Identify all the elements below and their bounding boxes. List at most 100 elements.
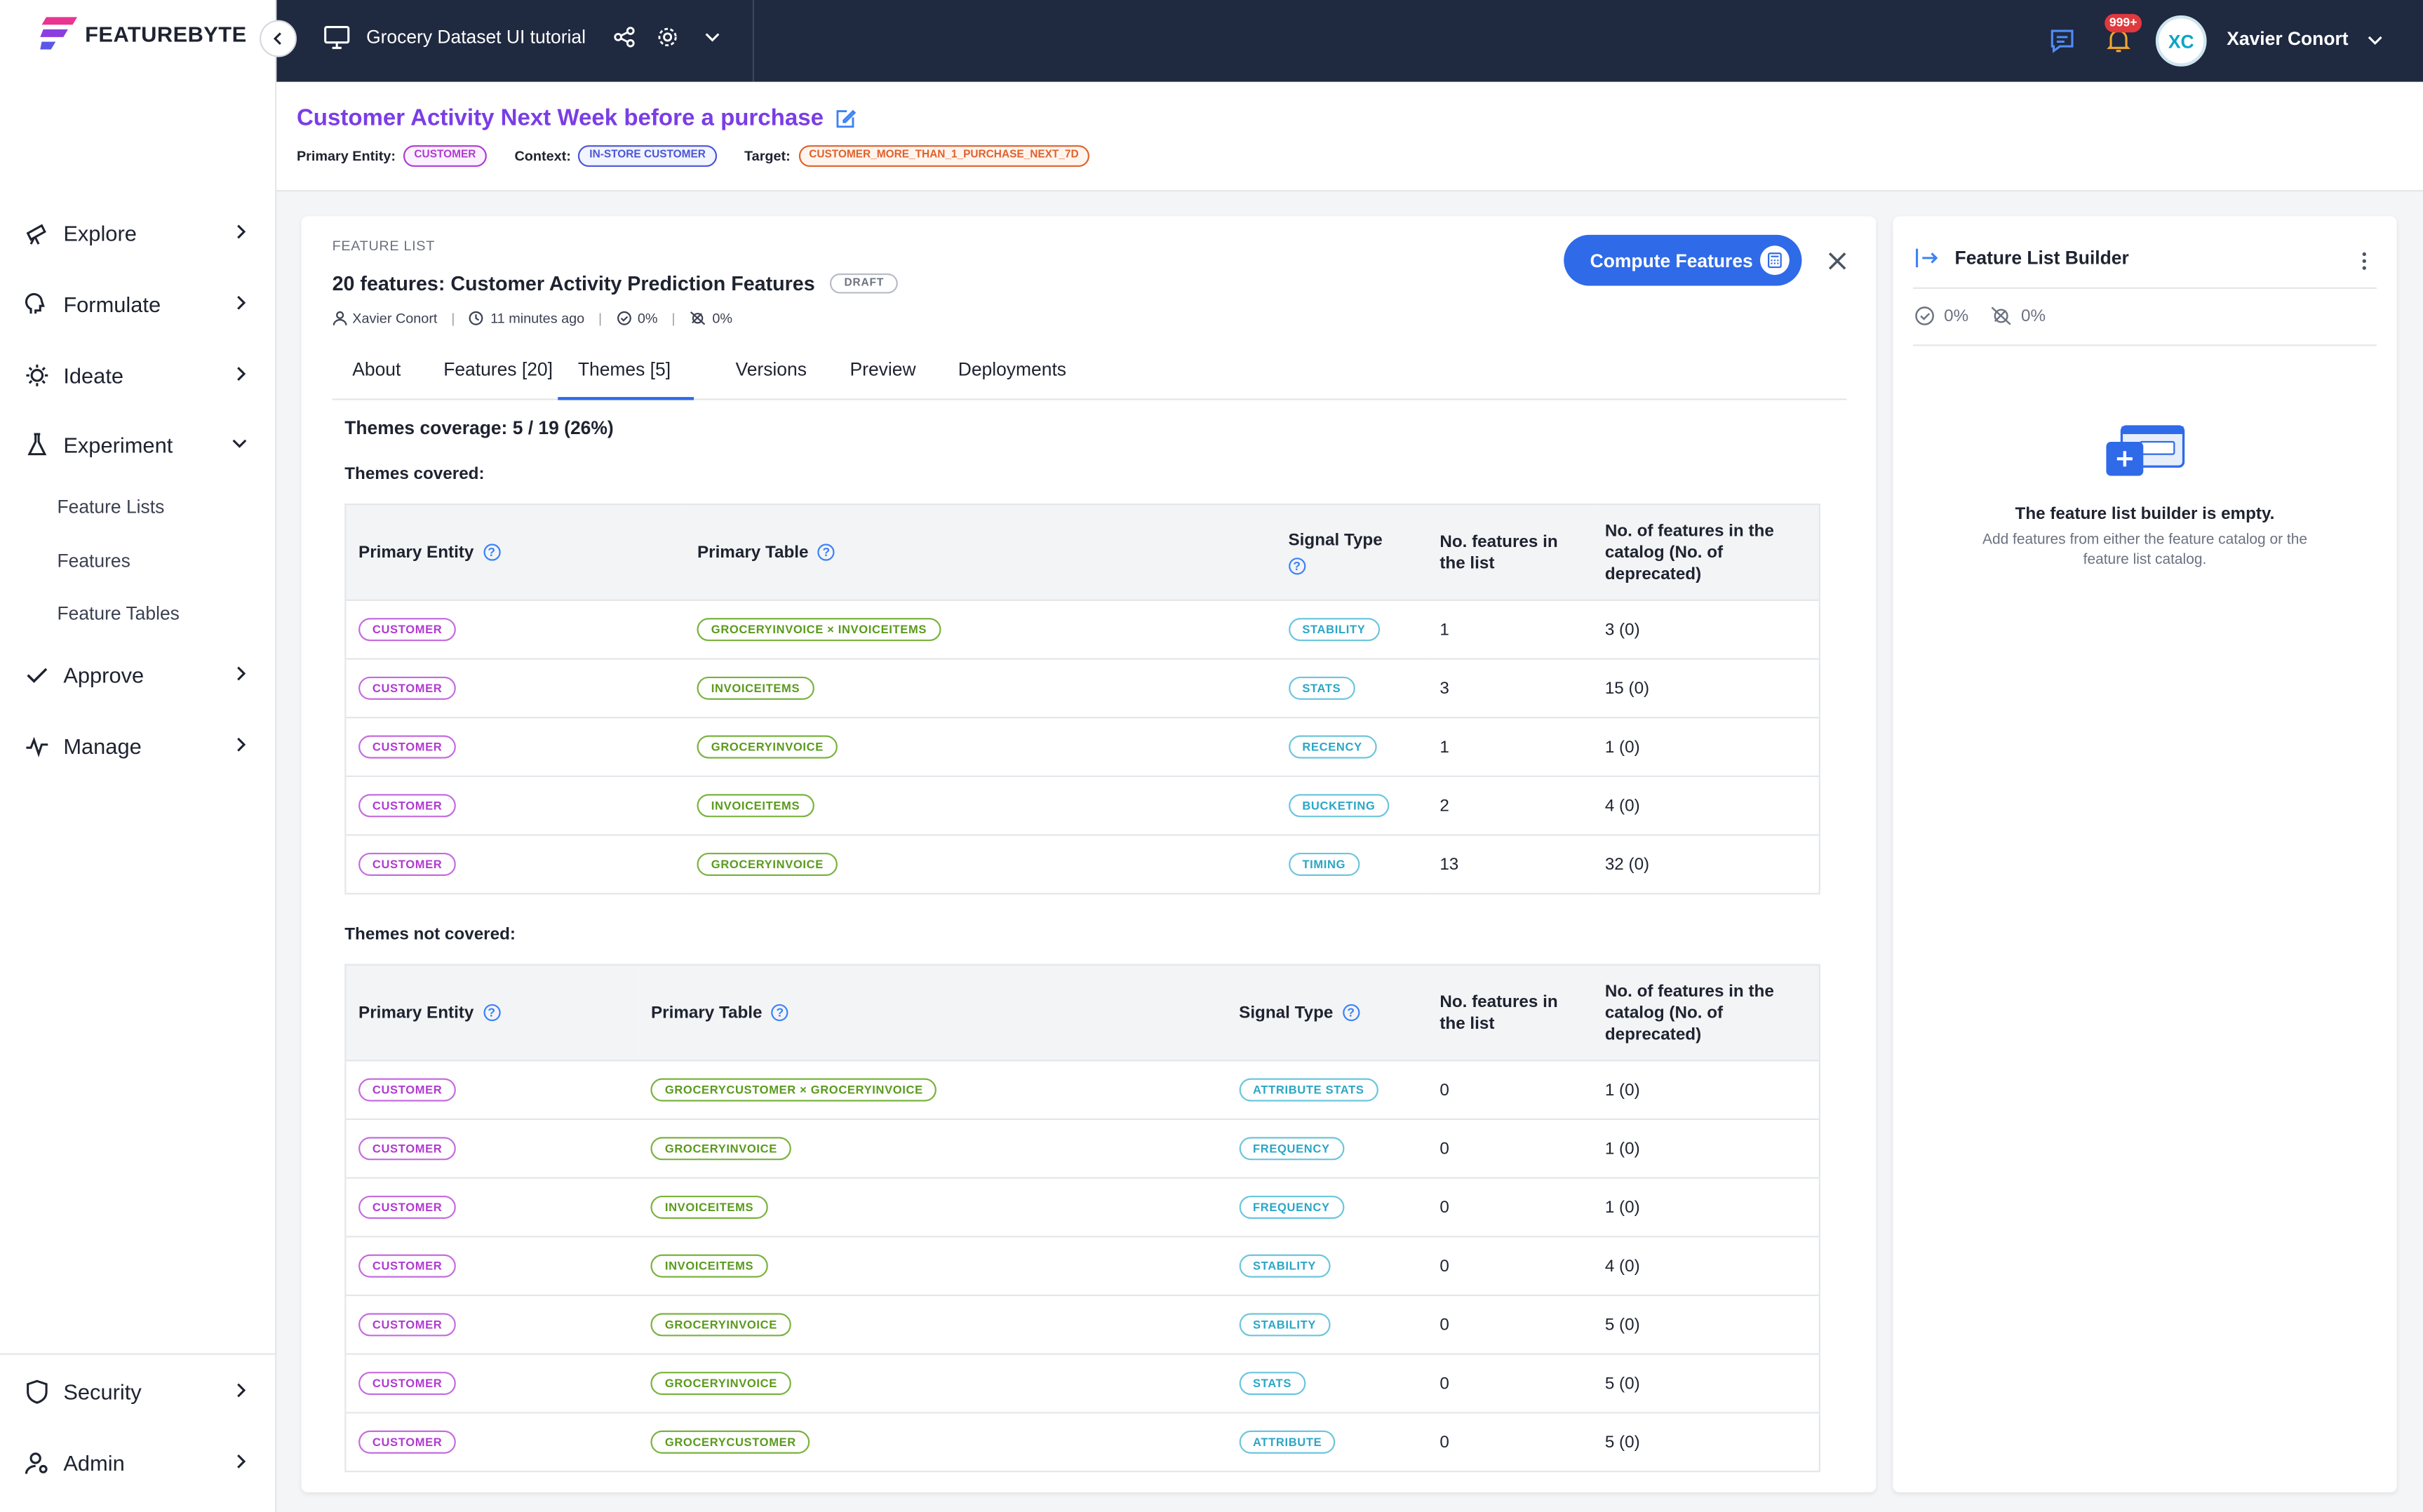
chat-icon[interactable]: [2049, 28, 2075, 54]
entity-tag[interactable]: CUSTOMER: [358, 676, 457, 700]
sidebar-item-ideate[interactable]: Ideate: [23, 357, 255, 394]
table-cell: 0: [1427, 1412, 1593, 1473]
signal-type-tag[interactable]: STATS: [1239, 1372, 1306, 1396]
tab-themes[interactable]: Themes [5]: [558, 358, 694, 400]
signal-type-tag[interactable]: FREQUENCY: [1239, 1195, 1344, 1220]
chevron-right-icon: [237, 737, 246, 752]
entity-tag[interactable]: CUSTOMER: [358, 1430, 457, 1454]
context-tag[interactable]: IN-STORE CUSTOMER: [578, 145, 717, 167]
table-tag[interactable]: INVOICEITEMS: [650, 1195, 767, 1220]
signal-type-tag[interactable]: STABILITY: [1239, 1254, 1330, 1278]
signal-type-tag[interactable]: BUCKETING: [1288, 794, 1390, 818]
table-row[interactable]: CUSTOMER GROCERYINVOICE FREQUENCY 0 1 (0): [345, 1119, 1820, 1179]
sidebar-item-manage[interactable]: Manage: [23, 728, 255, 765]
settings-gear-icon[interactable]: [657, 26, 678, 48]
compute-features-button[interactable]: Compute Features: [1564, 234, 1802, 286]
tab-versions[interactable]: Versions: [735, 358, 807, 380]
table-row[interactable]: CUSTOMER INVOICEITEMS BUCKETING 2 4 (0): [345, 776, 1820, 836]
chevron-down-icon[interactable]: [703, 28, 721, 46]
table-tag[interactable]: GROCERYINVOICE: [650, 1137, 791, 1161]
table-cell: GROCERYINVOICE: [638, 1295, 1227, 1355]
telescope-icon: [23, 220, 51, 248]
column-header-primary-table: Primary Table?: [638, 964, 1227, 1062]
signal-type-tag[interactable]: ATTRIBUTE: [1239, 1430, 1336, 1454]
entity-tag[interactable]: CUSTOMER: [358, 1254, 457, 1278]
signal-type-tag[interactable]: ATTRIBUTE STATS: [1239, 1078, 1378, 1102]
sidebar-item-label: Manage: [63, 734, 142, 759]
entity-tag[interactable]: CUSTOMER: [358, 1078, 457, 1102]
table-tag[interactable]: GROCERYINVOICE: [650, 1372, 791, 1396]
table-row[interactable]: CUSTOMER INVOICEITEMS STABILITY 0 4 (0): [345, 1236, 1820, 1297]
edit-icon[interactable]: [834, 107, 857, 129]
share-icon[interactable]: [614, 26, 636, 48]
entity-tag[interactable]: CUSTOMER: [358, 735, 457, 759]
tab-about[interactable]: About: [352, 358, 401, 380]
signal-type-tag[interactable]: STABILITY: [1288, 618, 1380, 642]
sidebar-item-admin[interactable]: Admin: [23, 1445, 255, 1482]
help-icon[interactable]: ?: [1288, 558, 1306, 575]
table-tag[interactable]: GROCERYINVOICE: [650, 1313, 791, 1337]
logo[interactable]: FEATUREBYTE: [40, 17, 246, 50]
close-icon[interactable]: [1827, 250, 1848, 272]
help-icon[interactable]: ?: [483, 1004, 500, 1022]
sidebar-subitem-feature-tables[interactable]: Feature Tables: [57, 602, 180, 624]
user-name[interactable]: Xavier Conort: [2227, 27, 2349, 50]
sidebar-item-explore[interactable]: Explore: [23, 215, 255, 252]
table-row[interactable]: CUSTOMER GROCERYCUSTOMER ATTRIBUTE 0 5 (0): [345, 1412, 1820, 1473]
table-tag[interactable]: GROCERYCUSTOMER × GROCERYINVOICE: [650, 1078, 937, 1102]
entity-tag[interactable]: CUSTOMER: [358, 1372, 457, 1396]
collapse-panel-icon[interactable]: [1914, 247, 1939, 269]
table-tag[interactable]: INVOICEITEMS: [697, 794, 814, 818]
help-icon[interactable]: ?: [817, 544, 835, 561]
entity-tag[interactable]: CUSTOMER: [358, 794, 457, 818]
table-tag[interactable]: GROCERYINVOICE: [697, 852, 838, 876]
table-row[interactable]: CUSTOMER INVOICEITEMS STATS 3 15 (0): [345, 659, 1820, 719]
sidebar-item-experiment[interactable]: Experiment: [23, 426, 255, 464]
sidebar-subitem-features[interactable]: Features: [57, 550, 130, 572]
chevron-down-icon[interactable]: [2365, 31, 2384, 49]
sidebar-item-approve[interactable]: Approve: [23, 656, 255, 694]
entity-tag[interactable]: CUSTOMER: [358, 618, 457, 642]
table-tag[interactable]: INVOICEITEMS: [650, 1254, 767, 1278]
table-row[interactable]: CUSTOMER GROCERYINVOICE TIMING 13 32 (0): [345, 835, 1820, 895]
table-tag[interactable]: INVOICEITEMS: [697, 676, 814, 700]
signal-type-tag[interactable]: TIMING: [1288, 852, 1360, 876]
help-icon[interactable]: ?: [483, 544, 500, 561]
table-row[interactable]: CUSTOMER GROCERYCUSTOMER × GROCERYINVOICE…: [345, 1060, 1820, 1121]
table-row[interactable]: CUSTOMER GROCERYINVOICE STABILITY 0 5 (0): [345, 1295, 1820, 1355]
tab-deployments[interactable]: Deployments: [958, 358, 1067, 380]
signal-type-tag[interactable]: STATS: [1288, 676, 1355, 700]
table-cell: 1: [1427, 600, 1593, 660]
primary-entity-tag[interactable]: CUSTOMER: [403, 145, 487, 167]
signal-type-tag[interactable]: RECENCY: [1288, 735, 1376, 759]
sidebar-item-security[interactable]: Security: [23, 1373, 255, 1410]
signal-type-tag[interactable]: STABILITY: [1239, 1313, 1330, 1337]
table-tag[interactable]: GROCERYCUSTOMER: [650, 1430, 810, 1454]
entity-tag[interactable]: CUSTOMER: [358, 1137, 457, 1161]
table-cell: CUSTOMER: [345, 1354, 639, 1414]
avatar[interactable]: XC: [2155, 15, 2207, 67]
table-row[interactable]: CUSTOMER INVOICEITEMS FREQUENCY 0 1 (0): [345, 1177, 1820, 1238]
chevron-right-icon: [237, 295, 246, 310]
sidebar-item-formulate[interactable]: Formulate: [23, 286, 255, 323]
target-tag[interactable]: CUSTOMER_MORE_THAN_1_PURCHASE_NEXT_7D: [798, 145, 1090, 167]
entity-tag[interactable]: CUSTOMER: [358, 1313, 457, 1337]
table-row[interactable]: CUSTOMER GROCERYINVOICE × INVOICEITEMS STA…: [345, 600, 1820, 660]
entity-tag[interactable]: CUSTOMER: [358, 1195, 457, 1220]
help-icon[interactable]: ?: [771, 1004, 788, 1022]
tab-features[interactable]: Features [20]: [443, 358, 553, 380]
signal-type-tag[interactable]: FREQUENCY: [1239, 1137, 1344, 1161]
table-tag[interactable]: GROCERYINVOICE: [697, 735, 838, 759]
project-selector[interactable]: Grocery Dataset UI tutorial: [323, 25, 721, 49]
table-row[interactable]: CUSTOMER GROCERYINVOICE RECENCY 1 1 (0): [345, 717, 1820, 778]
table-tag[interactable]: GROCERYINVOICE × INVOICEITEMS: [697, 618, 941, 642]
collapse-sidebar-button[interactable]: [260, 20, 297, 58]
tab-preview[interactable]: Preview: [850, 358, 916, 380]
features-in-catalog: 1 (0): [1604, 1198, 1640, 1217]
entity-tag[interactable]: CUSTOMER: [358, 852, 457, 876]
help-icon[interactable]: ?: [1342, 1004, 1360, 1022]
more-vertical-icon[interactable]: [2360, 250, 2369, 272]
chevron-right-icon: [237, 367, 246, 381]
sidebar-subitem-feature-lists[interactable]: Feature Lists: [57, 496, 165, 518]
table-row[interactable]: CUSTOMER GROCERYINVOICE STATS 0 5 (0): [345, 1354, 1820, 1414]
